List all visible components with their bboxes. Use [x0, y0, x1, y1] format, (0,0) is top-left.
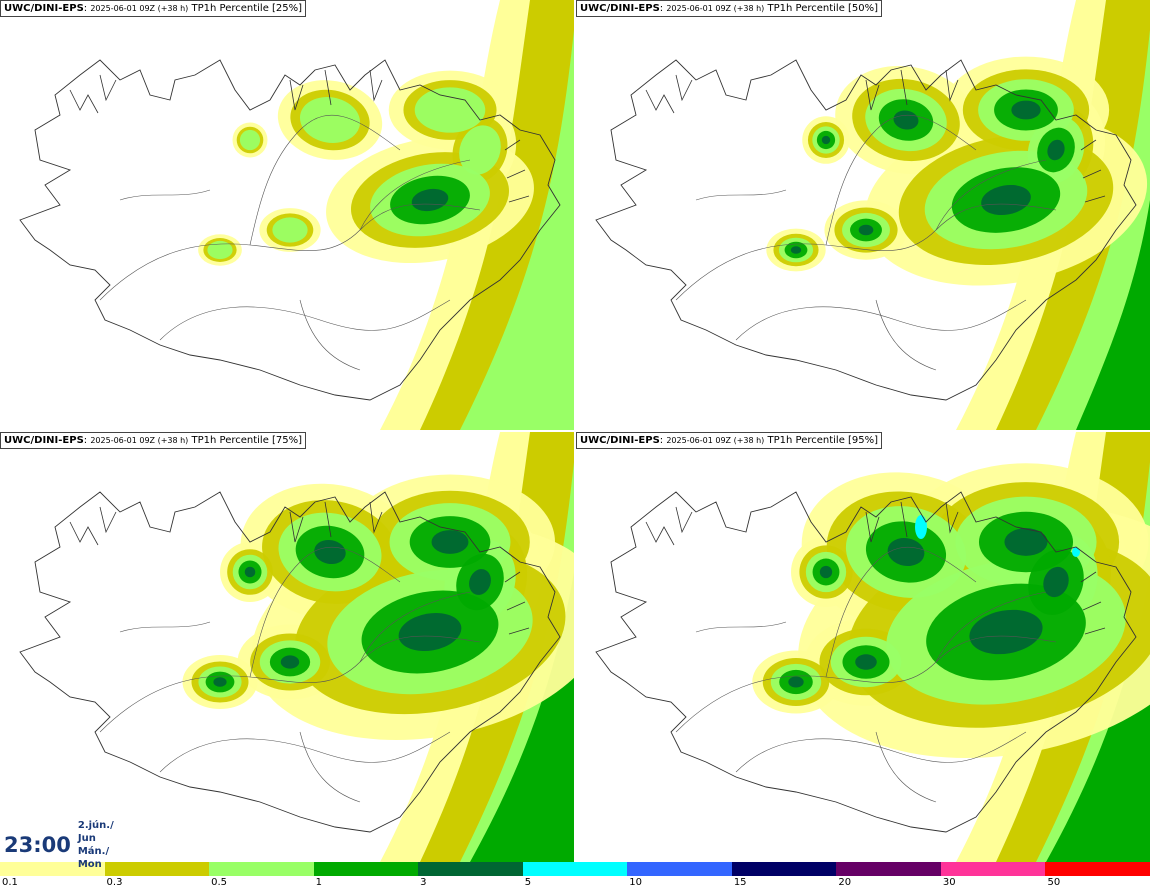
legend-label: 20: [838, 877, 852, 888]
field-name: TP1h Percentile [75%]: [191, 435, 303, 446]
run-time: 2025-06-01 09Z (+38 h): [666, 436, 765, 445]
field-name: TP1h Percentile [50%]: [767, 3, 879, 14]
legend-swatch: [627, 862, 732, 876]
field-name: TP1h Percentile [95%]: [767, 435, 879, 446]
legend-swatch: [836, 862, 941, 876]
valid-date: 2.jún./ Jun Mán./ Mon: [78, 819, 128, 871]
legend-swatch: [418, 862, 523, 876]
legend-label: 15: [733, 877, 747, 888]
legend-swatch: [0, 862, 105, 876]
legend-label: 0.5: [211, 877, 227, 888]
valid-date-line1: 2.jún./ Jun: [77, 820, 114, 844]
legend-swatch: [731, 862, 837, 876]
panel-title-p75: UWC/DINI-EPS: 2025-06-01 09Z (+38 h) TP1…: [0, 432, 307, 449]
map-canvas-p75: [19, 432, 574, 862]
panel-title-p95: UWC/DINI-EPS: 2025-06-01 09Z (+38 h) TP1…: [576, 432, 883, 449]
legend-label: 5: [524, 877, 532, 888]
legend-label: 1: [315, 877, 322, 888]
legend-label: 0.1: [2, 877, 18, 888]
legend-label: 0.3: [106, 877, 123, 888]
legend-label: 3: [420, 877, 427, 888]
valid-time: 23:00: [4, 833, 71, 857]
map-canvas-p50: [595, 0, 1150, 430]
legend-swatch: [104, 862, 210, 876]
map-panel-p95: UWC/DINI-EPS: 2025-06-01 09Z (+38 h) TP1…: [576, 432, 1150, 862]
legend-label: 30: [942, 877, 956, 888]
legend-label: 10: [629, 877, 642, 888]
map-panel-p25: UWC/DINI-EPS: 2025-06-01 09Z (+38 h) TP1…: [0, 0, 574, 430]
legend-swatch: [1045, 862, 1150, 876]
map-panel-p75: UWC/DINI-EPS: 2025-06-01 09Z (+38 h) TP1…: [0, 432, 574, 862]
valid-time-box: 23:00 2.jún./ Jun Mán./ Mon: [0, 820, 128, 870]
model-name: UWC/DINI-EPS: [580, 3, 660, 14]
map-canvas-p95: [595, 432, 1150, 862]
legend-label: 50: [1047, 877, 1061, 888]
panel-divider-horizontal: [0, 430, 1150, 432]
legend-swatch: [940, 862, 1046, 876]
run-time: 2025-06-01 09Z (+38 h): [90, 4, 189, 13]
panel-title-p25: UWC/DINI-EPS: 2025-06-01 09Z (+38 h) TP1…: [0, 0, 307, 17]
colour-legend-bar: [0, 862, 1150, 876]
panel-title-p50: UWC/DINI-EPS: 2025-06-01 09Z (+38 h) TP1…: [576, 0, 883, 17]
model-name: UWC/DINI-EPS: [4, 3, 84, 14]
run-time: 2025-06-01 09Z (+38 h): [666, 4, 765, 13]
legend-swatch: [522, 862, 628, 876]
valid-date-line2: Mán./ Mon: [77, 846, 110, 870]
run-time: 2025-06-01 09Z (+38 h): [90, 436, 189, 445]
colour-legend-labels: 0.1 0.3 0.5 1 3 5 10 15 20 30 50: [0, 877, 1150, 891]
map-panel-p50: UWC/DINI-EPS: 2025-06-01 09Z (+38 h) TP1…: [576, 0, 1150, 430]
model-name: UWC/DINI-EPS: [580, 435, 660, 446]
model-name: UWC/DINI-EPS: [4, 435, 84, 446]
legend-swatch: [209, 862, 314, 876]
field-name: TP1h Percentile [25%]: [191, 3, 303, 14]
map-canvas-p25: [19, 0, 574, 430]
legend-swatch: [313, 862, 419, 876]
